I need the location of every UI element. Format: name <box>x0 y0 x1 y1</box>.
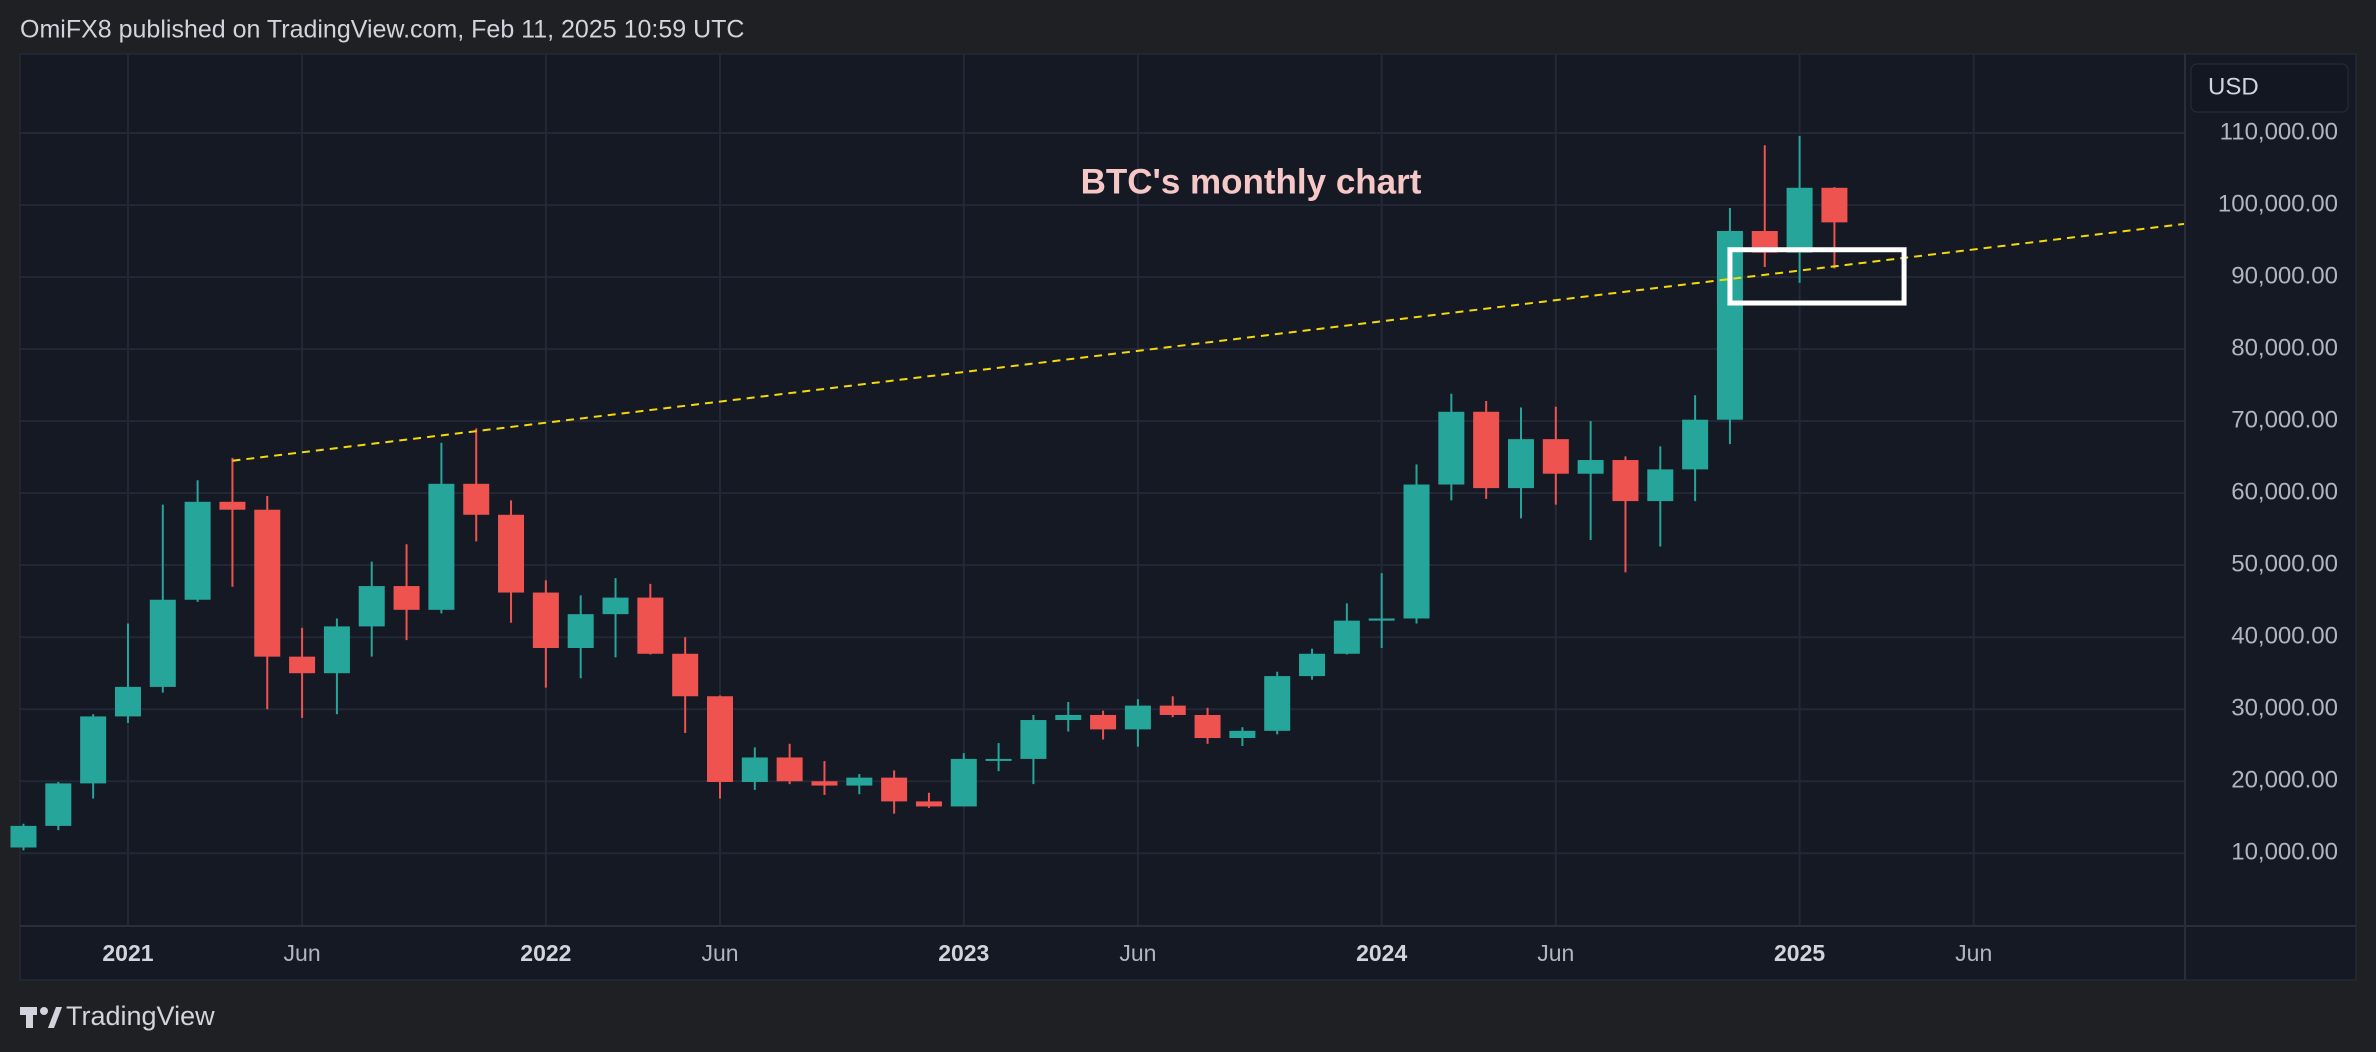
candle-body <box>1299 653 1326 677</box>
y-tick-label: 110,000.00 <box>2220 118 2338 145</box>
candle-body <box>811 781 838 786</box>
candle-body <box>1786 187 1813 253</box>
candle-body <box>1090 714 1117 730</box>
candle-body <box>80 716 107 784</box>
candle-body <box>10 825 37 848</box>
candle-body <box>985 758 1012 761</box>
y-tick-label: 20,000.00 <box>2231 767 2338 794</box>
y-tick-label: 50,000.00 <box>2231 551 2338 578</box>
candle-body <box>741 757 768 782</box>
trendline <box>232 222 2186 462</box>
candle-body <box>1368 618 1395 621</box>
candle-body <box>498 514 525 593</box>
x-tick-label: Jun <box>1955 940 1992 966</box>
candle-body <box>776 757 803 782</box>
candle-body <box>114 686 141 717</box>
candle-body <box>184 501 211 600</box>
x-tick-label: 2023 <box>938 940 989 966</box>
brand: TradingView <box>66 1001 215 1031</box>
highlight-box <box>1727 247 1907 306</box>
candle-body <box>1577 460 1604 474</box>
candle-body <box>393 586 420 610</box>
candle-body <box>463 483 490 515</box>
candle-body <box>881 777 908 802</box>
chart-panel <box>19 53 2357 981</box>
y-tick-label: 90,000.00 <box>2231 262 2338 289</box>
x-tick-label: Jun <box>1119 940 1156 966</box>
candle-body <box>428 483 455 610</box>
candle-body <box>1333 620 1360 654</box>
candle-body <box>1682 419 1709 470</box>
candle-body <box>637 597 664 654</box>
candle-body <box>1507 439 1534 489</box>
candle-body <box>1647 469 1674 502</box>
x-tick-label: 2025 <box>1774 940 1825 966</box>
chart-title: BTC's monthly chart <box>1081 162 1422 201</box>
candle-body <box>1124 705 1151 730</box>
candle-body <box>45 783 72 826</box>
candle-body <box>1473 411 1500 489</box>
candle-body <box>1821 187 1848 223</box>
candle-body <box>532 592 559 649</box>
currency-button[interactable] <box>2190 63 2349 113</box>
candle-body <box>1438 411 1465 485</box>
y-tick-label: 30,000.00 <box>2231 695 2338 722</box>
candle-body <box>706 696 733 782</box>
x-tick-label: 2021 <box>102 940 153 966</box>
y-tick-label: 100,000.00 <box>2218 190 2338 217</box>
candle-body <box>1751 231 1778 253</box>
candle-body <box>1403 484 1430 619</box>
candle-body <box>950 758 977 807</box>
y-tick-label: 10,000.00 <box>2231 839 2338 866</box>
x-tick-label: Jun <box>1537 940 1574 966</box>
brand-logo <box>20 1007 62 1028</box>
candle-body <box>1612 460 1639 502</box>
candle-body <box>1020 720 1047 759</box>
y-tick-label: 70,000.00 <box>2231 406 2338 433</box>
candle-body <box>323 626 350 674</box>
candle-body <box>219 501 246 510</box>
candle-body <box>602 597 629 615</box>
plot <box>10 54 2186 926</box>
candle-body <box>1194 714 1221 739</box>
candle-body <box>254 509 281 657</box>
candle-body <box>289 656 316 674</box>
candle-body <box>1229 730 1256 739</box>
header: OmiFX8 published on TradingView.com, Feb… <box>20 16 744 44</box>
y-tick-label: 40,000.00 <box>2231 623 2338 650</box>
candle-body <box>1264 676 1291 731</box>
x-tick-label: Jun <box>284 940 321 966</box>
y-tick-label: 80,000.00 <box>2231 334 2338 361</box>
x-tick-label: 2022 <box>520 940 571 966</box>
candle-body <box>149 599 176 687</box>
candle-body <box>1542 439 1569 474</box>
x-tick-label: Jun <box>701 940 738 966</box>
candle-body <box>1055 714 1082 721</box>
candle-body <box>1159 705 1186 715</box>
candle-body <box>672 653 699 697</box>
candle-body <box>567 614 594 649</box>
candle-body <box>915 801 942 807</box>
currency[interactable]: USD <box>2208 73 2259 100</box>
candle-body <box>846 777 873 786</box>
y-tick-label: 60,000.00 <box>2231 479 2338 506</box>
x-tick-label: 2024 <box>1356 940 1407 966</box>
candle-body <box>358 586 385 627</box>
